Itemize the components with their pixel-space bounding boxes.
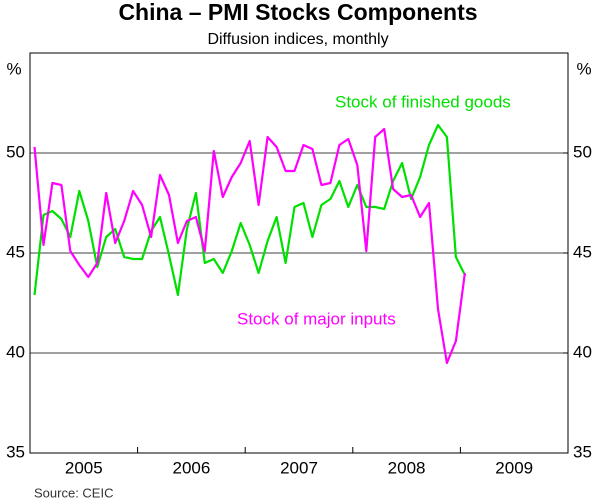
y-unit-left: % xyxy=(6,59,21,78)
y-tick-label: 50 xyxy=(6,142,25,161)
y-tick-label: 35 xyxy=(6,442,25,461)
x-tick-label: 2006 xyxy=(172,458,210,477)
chart-title: China – PMI Stocks Components xyxy=(118,0,477,25)
source-note: Source: CEIC xyxy=(34,485,113,500)
y2-tick-label: 40 xyxy=(573,342,592,361)
series-label: Stock of major inputs xyxy=(237,309,396,328)
data-line xyxy=(33,123,466,297)
y-unit-right: % xyxy=(576,59,591,78)
y-tick-label: 45 xyxy=(6,242,25,261)
y2-tick-label: 35 xyxy=(573,442,592,461)
x-tick-label: 2005 xyxy=(65,458,103,477)
y-tick-label: 40 xyxy=(6,342,25,361)
x-tick-label: 2009 xyxy=(495,458,533,477)
x-tick-label: 2008 xyxy=(388,458,426,477)
series-label: Stock of finished goods xyxy=(335,92,511,111)
y2-tick-label: 50 xyxy=(573,142,592,161)
y2-tick-label: 45 xyxy=(573,242,592,261)
x-tick-label: 2007 xyxy=(280,458,318,477)
chart-subtitle: Diffusion indices, monthly xyxy=(207,31,388,48)
data-line xyxy=(33,127,466,365)
